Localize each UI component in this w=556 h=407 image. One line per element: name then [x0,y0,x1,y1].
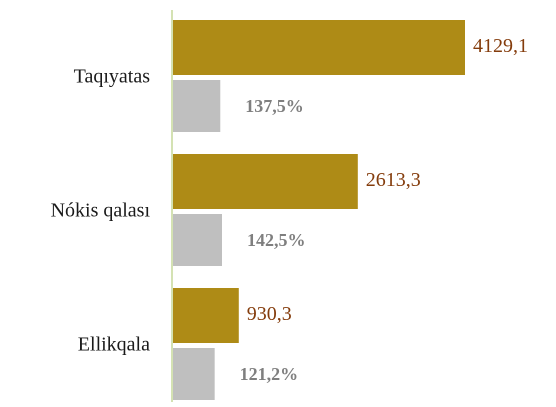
value-bar [173,20,465,75]
percent-bar [173,348,215,400]
value-bar [173,288,239,343]
percent-label: 142,5% [247,230,306,250]
percent-label: 137,5% [245,96,304,116]
percent-label: 121,2% [240,364,298,384]
value-bar [173,154,358,209]
value-label: 930,3 [247,303,292,325]
category-label: Nókis qalası [51,200,151,222]
percent-bar [173,80,221,132]
category-label: Ellikqala [78,334,150,356]
value-label: 4129,1 [473,35,528,57]
value-label: 2613,3 [366,169,421,191]
percent-bar [173,214,222,266]
category-label: Taqıyatas [74,66,151,88]
